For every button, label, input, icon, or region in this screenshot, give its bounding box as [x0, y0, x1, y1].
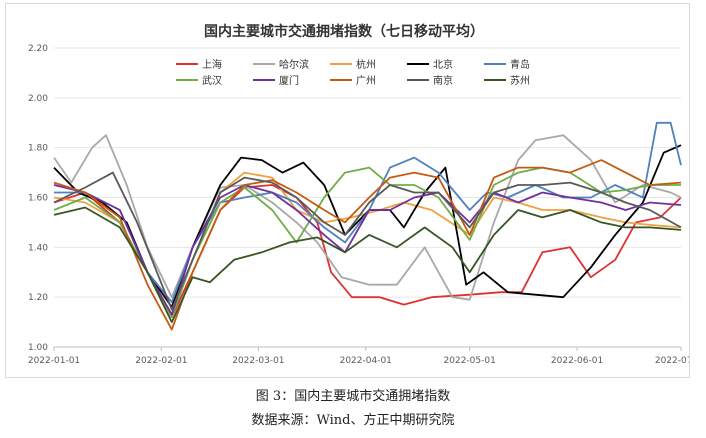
x-tick-label: 2022-01-01 [28, 356, 80, 366]
x-axis: 2022-01-01 2022-02-01 2022-03-01 2022-04-01… [28, 347, 689, 366]
series-line-哈尔滨 [53, 134, 682, 301]
series-line-苏州 [53, 206, 682, 323]
x-tick-label: 2022-07-01 [655, 356, 689, 366]
legend-label: 北京 [433, 58, 453, 71]
legend-item: 南京 [407, 74, 453, 87]
legend-label: 广州 [356, 75, 376, 87]
series-line-厦门 [53, 184, 682, 316]
legend-item: 厦门 [253, 74, 299, 87]
x-tick-label: 2022-05-01 [444, 356, 496, 366]
chart-svg: 国内主要城市交通拥堵指数（七日移动平均） 1.00 1.20 1.40 1.60 1.8… [28, 23, 689, 366]
y-tick-label: 1.60 [28, 194, 48, 204]
legend-label: 哈尔滨 [279, 58, 309, 71]
series-line-杭州 [53, 171, 682, 316]
legend-label: 杭州 [356, 58, 376, 71]
legend-label: 苏州 [510, 74, 530, 87]
series-line-青岛 [54, 121, 682, 304]
series-lines [53, 121, 682, 331]
gridlines [54, 47, 681, 348]
legend-item: 青岛 [484, 58, 530, 71]
y-tick-label: 1.20 [28, 293, 48, 303]
y-tick-label: 1.80 [28, 144, 48, 154]
legend-label: 上海 [202, 58, 222, 71]
x-tick-label: 2022-02-01 [135, 356, 187, 366]
series-line-北京 [53, 144, 682, 308]
series-line-广州 [53, 159, 682, 331]
legend-item: 广州 [330, 75, 376, 87]
y-tick-label: 1.00 [28, 343, 48, 353]
legend-label: 厦门 [279, 74, 299, 87]
x-tick-label: 2022-04-01 [340, 356, 392, 366]
y-tick-label: 1.40 [28, 243, 48, 253]
chart-title: 国内主要城市交通拥堵指数（七日移动平均） [204, 23, 484, 40]
legend-item: 上海 [176, 58, 222, 71]
figure-source: 数据来源：Wind、方正中期研究院 [251, 413, 455, 428]
series-line-武汉 [53, 166, 681, 318]
x-tick-label: 2022-03-01 [232, 356, 284, 366]
series-line-南京 [53, 171, 682, 311]
legend-item: 杭州 [330, 58, 376, 71]
y-axis: 1.00 1.20 1.40 1.60 1.80 2.00 2.20 [28, 44, 48, 353]
chart-frame: 国内主要城市交通拥堵指数（七日移动平均） 1.00 1.20 1.40 1.60 1.8… [5, 3, 690, 378]
legend-label: 南京 [433, 74, 453, 87]
legend-label: 青岛 [510, 58, 530, 71]
legend-item: 北京 [407, 58, 453, 71]
legend-item: 苏州 [484, 74, 530, 87]
figure-caption: 图 3：国内主要城市交通拥堵指数 [255, 389, 451, 404]
y-tick-label: 2.00 [28, 94, 48, 104]
legend-item: 武汉 [176, 74, 222, 87]
legend-item: 哈尔滨 [253, 58, 309, 71]
legend-label: 武汉 [202, 74, 222, 87]
x-tick-label: 2022-06-01 [551, 356, 603, 366]
y-tick-label: 2.20 [28, 44, 48, 54]
